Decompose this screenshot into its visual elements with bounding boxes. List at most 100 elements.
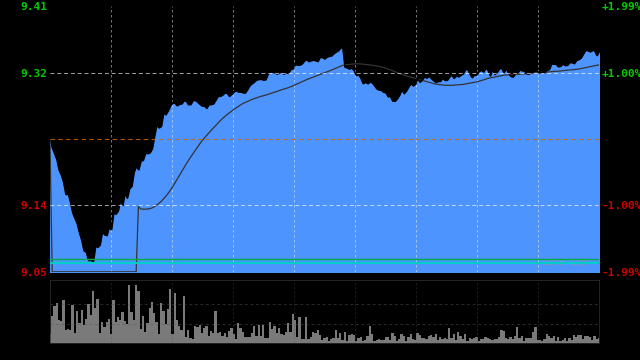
- Bar: [596, 339, 598, 343]
- Bar: [319, 335, 321, 343]
- Bar: [476, 337, 477, 343]
- Bar: [527, 338, 530, 343]
- Bar: [439, 337, 442, 343]
- Bar: [328, 341, 330, 343]
- Bar: [131, 312, 132, 343]
- Bar: [507, 339, 509, 343]
- Bar: [376, 340, 378, 343]
- Bar: [546, 334, 548, 343]
- Bar: [514, 336, 516, 343]
- Bar: [226, 337, 228, 343]
- Bar: [65, 330, 67, 343]
- Bar: [521, 336, 523, 343]
- Bar: [326, 337, 328, 343]
- Bar: [392, 333, 394, 343]
- Bar: [355, 341, 357, 343]
- Bar: [232, 334, 235, 343]
- Bar: [536, 339, 539, 343]
- Bar: [307, 339, 310, 343]
- Bar: [582, 339, 584, 343]
- Bar: [385, 337, 387, 343]
- Bar: [568, 338, 571, 343]
- Bar: [317, 329, 319, 343]
- Bar: [140, 329, 142, 343]
- Bar: [185, 337, 188, 343]
- Text: sina.com: sina.com: [541, 257, 588, 267]
- Bar: [321, 340, 323, 343]
- Bar: [353, 335, 355, 343]
- Bar: [493, 339, 496, 343]
- Bar: [571, 340, 573, 343]
- Bar: [371, 334, 373, 343]
- Bar: [267, 338, 269, 343]
- Bar: [502, 331, 505, 343]
- Bar: [396, 341, 398, 343]
- Bar: [262, 325, 264, 343]
- Bar: [99, 333, 101, 343]
- Bar: [498, 337, 500, 343]
- Bar: [430, 335, 432, 343]
- Bar: [584, 336, 586, 343]
- Bar: [487, 338, 489, 343]
- Bar: [301, 339, 303, 343]
- Bar: [460, 336, 462, 343]
- Bar: [60, 321, 63, 343]
- Bar: [414, 341, 417, 343]
- Bar: [264, 338, 267, 343]
- Bar: [122, 311, 124, 343]
- Bar: [548, 337, 550, 343]
- Bar: [74, 333, 76, 343]
- Bar: [457, 332, 460, 343]
- Bar: [176, 320, 178, 343]
- Bar: [369, 326, 371, 343]
- Bar: [138, 291, 140, 343]
- Bar: [221, 337, 223, 343]
- Bar: [432, 337, 435, 343]
- Bar: [51, 316, 53, 343]
- Bar: [113, 300, 115, 343]
- Bar: [387, 337, 389, 343]
- Bar: [541, 341, 543, 343]
- Bar: [364, 339, 367, 343]
- Bar: [557, 337, 559, 343]
- Bar: [235, 339, 237, 343]
- Bar: [428, 336, 430, 343]
- Bar: [67, 329, 69, 343]
- Bar: [505, 338, 507, 343]
- Bar: [330, 338, 332, 343]
- Bar: [398, 339, 401, 343]
- Bar: [81, 310, 83, 343]
- Bar: [339, 333, 342, 343]
- Bar: [310, 337, 312, 343]
- Bar: [296, 337, 298, 343]
- Bar: [78, 323, 81, 343]
- Bar: [289, 332, 292, 343]
- Bar: [97, 299, 99, 343]
- Bar: [405, 341, 407, 343]
- Bar: [484, 337, 486, 343]
- Bar: [523, 341, 525, 343]
- Bar: [228, 330, 230, 343]
- Bar: [85, 319, 87, 343]
- Bar: [182, 296, 185, 343]
- Bar: [298, 317, 301, 343]
- Bar: [591, 340, 593, 343]
- Bar: [426, 339, 428, 343]
- Bar: [477, 341, 480, 343]
- Bar: [53, 306, 56, 343]
- Bar: [151, 302, 153, 343]
- Bar: [63, 300, 65, 343]
- Bar: [314, 333, 317, 343]
- Bar: [532, 332, 534, 343]
- Bar: [360, 337, 362, 343]
- Bar: [435, 334, 437, 343]
- Bar: [403, 336, 405, 343]
- Bar: [292, 314, 294, 343]
- Bar: [412, 339, 414, 343]
- Bar: [101, 322, 103, 343]
- Bar: [407, 337, 410, 343]
- Bar: [72, 305, 74, 343]
- Bar: [246, 337, 248, 343]
- Bar: [437, 341, 439, 343]
- Bar: [128, 285, 131, 343]
